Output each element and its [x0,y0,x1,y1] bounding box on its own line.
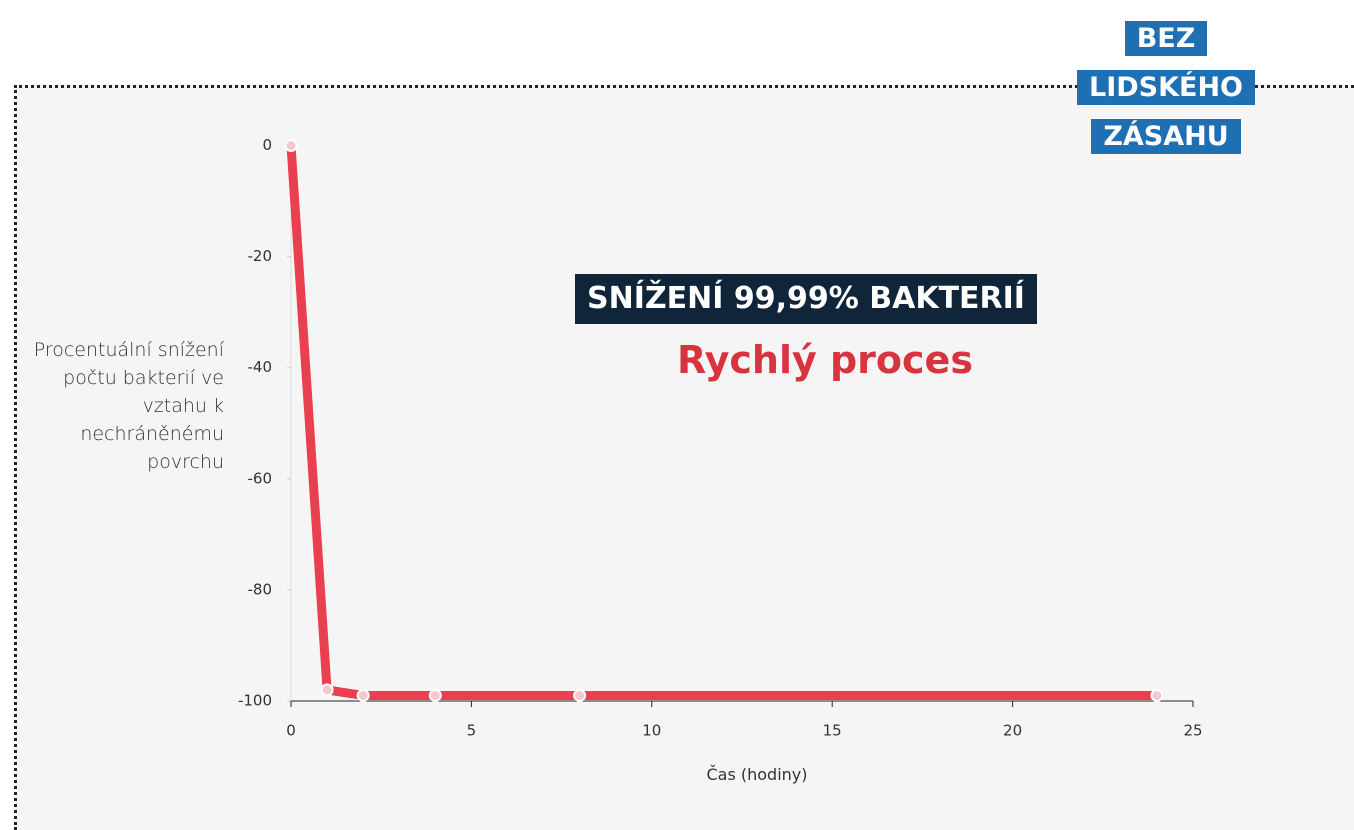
y-tick-label: -40 [248,358,273,376]
annotation-title: SNÍŽENÍ 99,99% BAKTERIÍ [575,274,1037,324]
point [356,688,370,702]
y-tick-label: -100 [238,692,272,710]
x-tick-label: 0 [286,722,296,740]
point [284,139,298,153]
y-tick-label: 0 [262,136,272,154]
panel [14,85,1354,830]
y-tick-label: -80 [248,580,273,598]
point [573,688,587,702]
x-tick-label: 20 [1003,722,1022,740]
badge-text: BEZ LIDSKÉHO ZÁSAHU [1076,21,1256,154]
point [428,688,442,702]
point [1150,688,1164,702]
x-tick-label: 10 [642,722,661,740]
y-tick-label: -60 [248,469,273,487]
badge: BEZ LIDSKÉHO ZÁSAHU [1060,14,1272,161]
x-tick-label: 25 [1183,722,1202,740]
y-axis-label: Procentuální snížení počtu bakterií ve v… [33,339,224,473]
x-tick-label: 5 [467,722,477,740]
point [320,683,334,697]
x-axis-label: Čas (hodiny) [706,765,808,784]
x-tick-label: 15 [823,722,842,740]
annotation-subtitle: Rychlý proces [677,338,973,382]
y-tick-label: -20 [248,247,273,265]
line [286,145,1157,700]
